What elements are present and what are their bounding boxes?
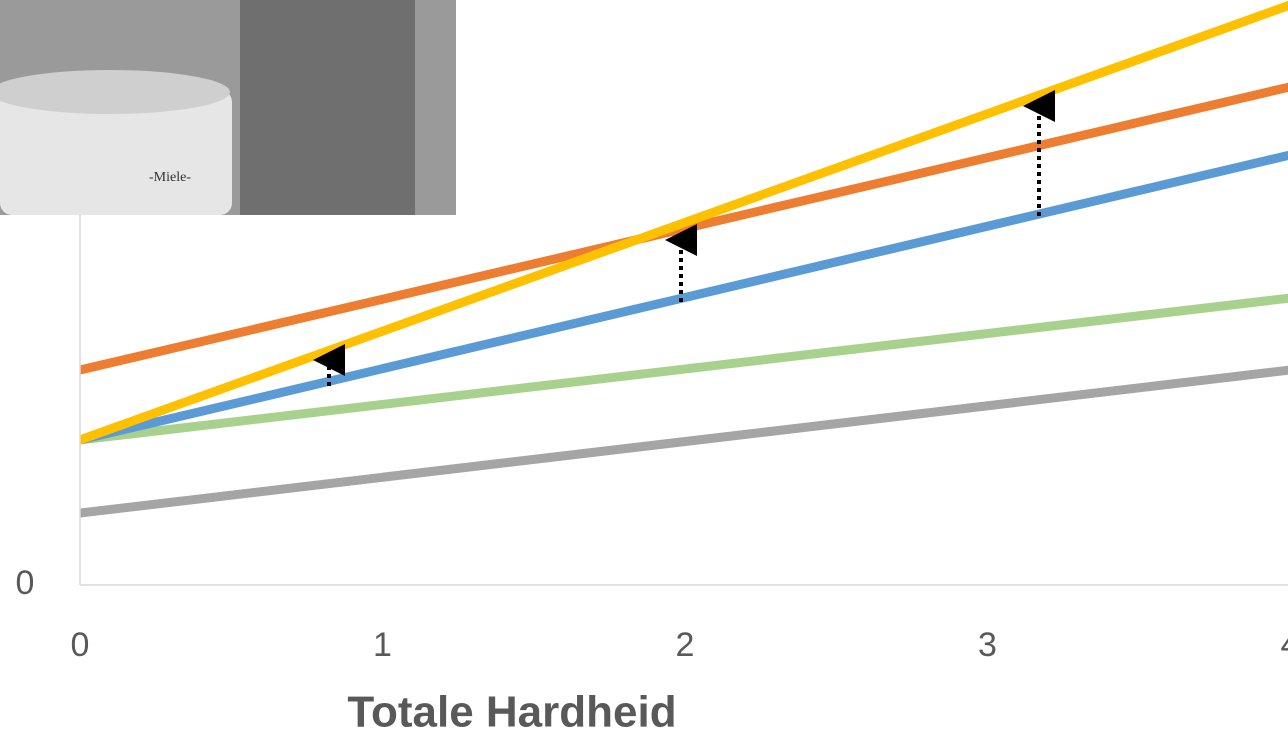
photo-lid: [0, 70, 230, 114]
series-line: [80, 365, 1288, 518]
x-axis-title: Totale Hardheid: [347, 688, 676, 737]
plot-area: [80, 0, 1288, 518]
photo-figure: [240, 0, 415, 215]
annotation-arrows: [313, 90, 1055, 386]
x-tick-label: 1: [373, 626, 392, 664]
series-line: [80, 150, 1288, 445]
series-line: [80, 293, 1288, 445]
x-tick-label: 2: [676, 626, 695, 664]
series-line: [80, 0, 1288, 445]
photo-machine: [0, 90, 232, 215]
y-tick-label: 0: [16, 564, 35, 602]
x-tick-label: 0: [71, 626, 90, 664]
photo-caption: -Miele-: [149, 170, 191, 185]
photo: -Miele-: [0, 0, 456, 215]
x-tick-label: 3: [978, 626, 997, 664]
x-tick-label: 4: [1281, 626, 1288, 664]
